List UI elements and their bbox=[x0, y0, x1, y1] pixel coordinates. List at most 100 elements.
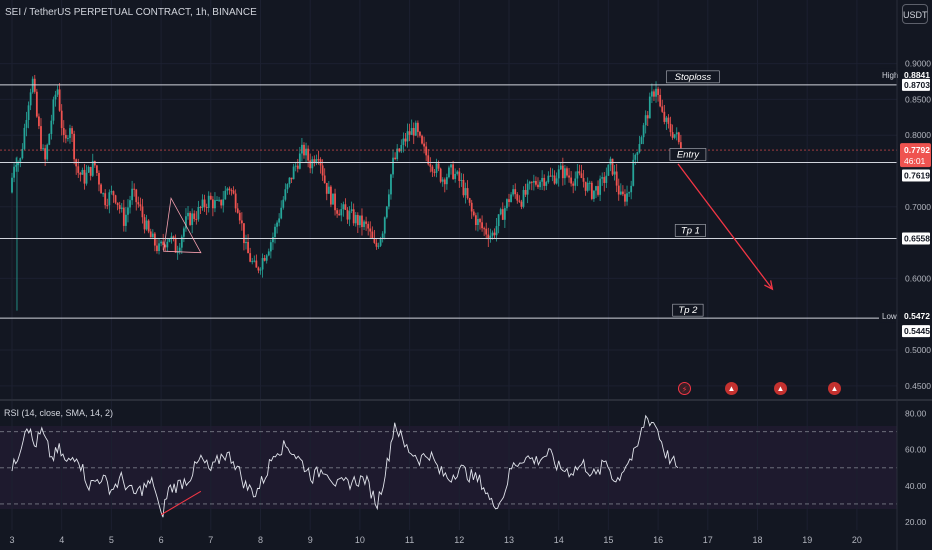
candle-body bbox=[15, 165, 18, 167]
candle-body bbox=[452, 164, 454, 179]
candle-body bbox=[27, 105, 30, 121]
candle-body bbox=[369, 228, 372, 232]
candle-body bbox=[272, 236, 274, 243]
candle-body bbox=[402, 138, 405, 145]
candle-body bbox=[518, 200, 521, 202]
candle-body bbox=[288, 177, 291, 185]
candle-body bbox=[367, 223, 370, 229]
candle-body bbox=[342, 204, 345, 210]
flash-event-icon[interactable]: ⚡ bbox=[678, 382, 691, 395]
candle-body bbox=[524, 190, 527, 195]
candle-body bbox=[574, 178, 577, 186]
candle-body bbox=[54, 94, 57, 100]
candle-body bbox=[89, 166, 92, 176]
tp2-value-box bbox=[902, 325, 930, 338]
candle-body bbox=[472, 211, 475, 216]
candle-body bbox=[427, 155, 430, 165]
candle-body bbox=[485, 228, 488, 235]
candle-body bbox=[282, 199, 285, 208]
candle-body bbox=[394, 157, 397, 160]
candle-body bbox=[439, 168, 442, 182]
candle-body bbox=[568, 175, 570, 178]
candle-body bbox=[603, 177, 606, 183]
current-price-box bbox=[900, 143, 931, 168]
candle-body bbox=[352, 209, 355, 224]
candle-body bbox=[621, 191, 624, 195]
candle-body bbox=[245, 241, 247, 244]
candle-body bbox=[98, 172, 100, 185]
candle-body bbox=[545, 182, 548, 186]
candle-body bbox=[477, 219, 479, 226]
high-label: High bbox=[882, 71, 898, 80]
candle-body bbox=[516, 194, 519, 201]
candle-body bbox=[464, 188, 467, 196]
candle-body bbox=[644, 115, 647, 126]
candle-body bbox=[42, 148, 44, 150]
candle-body bbox=[137, 202, 140, 205]
candle-body bbox=[108, 192, 111, 206]
candle-body bbox=[309, 160, 312, 169]
candle-body bbox=[323, 175, 326, 183]
candle-body bbox=[437, 163, 440, 169]
candle-body bbox=[630, 185, 633, 193]
candle-body bbox=[199, 207, 202, 209]
time-tick-label: 19 bbox=[802, 535, 812, 545]
candle-body bbox=[60, 110, 63, 129]
flag-event-icon[interactable]: ▲ bbox=[774, 382, 787, 395]
candle-body bbox=[166, 241, 169, 248]
candle-body bbox=[404, 138, 407, 142]
price-tick-label: 0.8000 bbox=[905, 130, 931, 140]
high-value: 0.8841 bbox=[904, 70, 930, 80]
price-tick-label: 0.7000 bbox=[905, 202, 931, 212]
candle-body bbox=[537, 184, 539, 188]
candle-body bbox=[365, 221, 368, 224]
candle-body bbox=[663, 111, 666, 122]
candle-body bbox=[73, 133, 76, 160]
arrow-head bbox=[764, 280, 774, 291]
currency-button[interactable]: USDT bbox=[902, 4, 928, 24]
candle-body bbox=[276, 222, 278, 227]
candle-body bbox=[648, 96, 651, 119]
candle-body bbox=[298, 153, 301, 169]
candle-body bbox=[46, 144, 49, 160]
candle-body bbox=[106, 205, 109, 207]
candle-body bbox=[135, 189, 138, 203]
candle-body bbox=[474, 215, 477, 226]
time-tick-label: 8 bbox=[258, 535, 263, 545]
triangle-pattern bbox=[163, 196, 202, 254]
candle-body bbox=[634, 154, 637, 160]
candle-body bbox=[646, 115, 649, 119]
candle-body bbox=[67, 137, 69, 139]
candle-body bbox=[541, 177, 544, 182]
candle-body bbox=[286, 184, 289, 190]
candle-body bbox=[214, 200, 216, 209]
candle-body bbox=[243, 223, 245, 244]
candle-body bbox=[311, 159, 314, 169]
candle-body bbox=[642, 125, 645, 138]
candle-body bbox=[284, 189, 287, 200]
candle-body bbox=[429, 164, 432, 167]
candle-body bbox=[81, 169, 84, 175]
candle-body bbox=[290, 177, 293, 180]
projection-arrow[interactable] bbox=[677, 163, 774, 291]
candle-body bbox=[553, 175, 556, 184]
flag-event-icon[interactable]: ▲ bbox=[828, 382, 841, 395]
candle-body bbox=[597, 186, 599, 195]
candle-body bbox=[220, 199, 223, 206]
flag-event-icon[interactable]: ▲ bbox=[725, 382, 738, 395]
candle-body bbox=[605, 175, 608, 183]
candle-body bbox=[671, 132, 674, 138]
level-lines[interactable]: Stoploss Entry Tp 1 Tp 2 bbox=[0, 70, 897, 319]
candle-body bbox=[667, 117, 670, 124]
candle-body bbox=[445, 177, 448, 185]
candle-body bbox=[226, 188, 229, 191]
candle-body bbox=[564, 168, 566, 179]
candle-body bbox=[414, 122, 417, 136]
candle-body bbox=[187, 212, 189, 217]
time-tick-label: 7 bbox=[208, 535, 213, 545]
candle-body bbox=[234, 193, 237, 209]
level-label: Stoploss bbox=[675, 72, 712, 83]
candle-body bbox=[590, 182, 593, 199]
candle-body bbox=[31, 78, 34, 93]
